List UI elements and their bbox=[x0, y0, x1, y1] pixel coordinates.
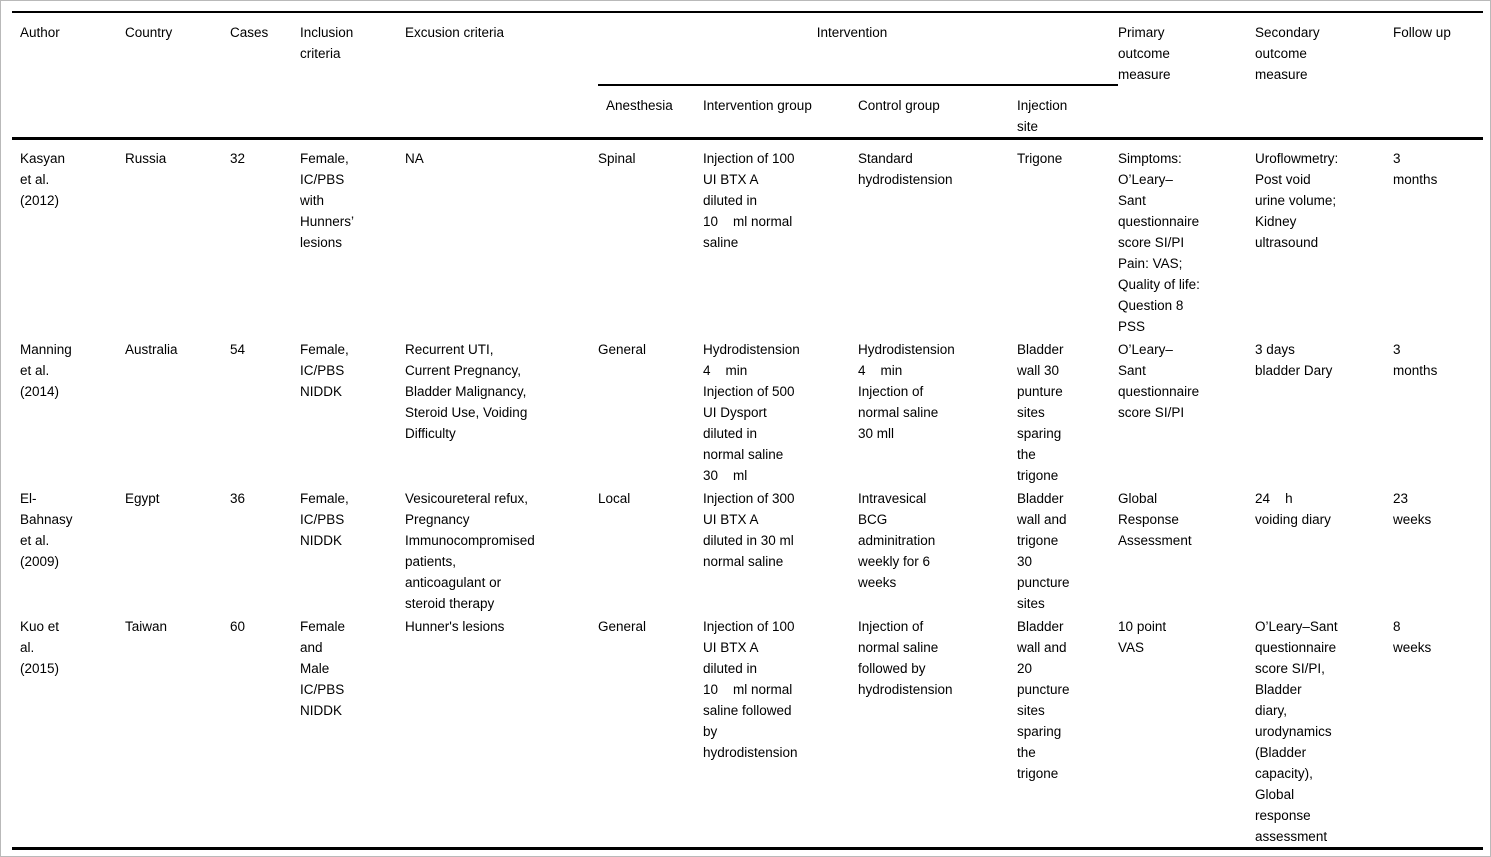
header-follow-up: Follow up bbox=[1393, 25, 1451, 40]
cell-injection-site: Trigone bbox=[1017, 151, 1063, 166]
cell-exclusion: NA bbox=[405, 151, 424, 166]
cell-follow-up: 3 months bbox=[1393, 342, 1438, 378]
cell-cases: 32 bbox=[230, 151, 246, 166]
cell-author: Kasyan et al. (2012) bbox=[20, 151, 66, 208]
cell-primary-outcome: Simptoms: O’Leary– Sant questionnaire sc… bbox=[1118, 151, 1200, 334]
header-country: Country bbox=[125, 25, 173, 40]
header-intervention-group-span: Intervention bbox=[598, 12, 1119, 86]
cell-country: Egypt bbox=[125, 491, 160, 506]
cell-secondary-outcome: O’Leary–Sant questionnaire score SI/PI, … bbox=[1255, 619, 1338, 844]
cell-author: El- Bahnasy et al. (2009) bbox=[20, 491, 73, 569]
cell-intervention-group: Injection of 100 UI BTX A diluted in 10 … bbox=[703, 151, 795, 250]
cell-follow-up: 23 weeks bbox=[1393, 491, 1432, 527]
cell-injection-site: Bladder wall and trigone 30 puncture sit… bbox=[1017, 491, 1070, 611]
cell-inclusion: Female, IC/PBS with Hunners’ lesions bbox=[300, 151, 355, 250]
cell-control-group: Hydrodistension 4 min Injection of norma… bbox=[858, 342, 955, 441]
cell-injection-site: Bladder wall and 20 puncture sites spari… bbox=[1017, 619, 1070, 781]
cell-inclusion: Female, IC/PBS NIDDK bbox=[300, 342, 349, 399]
cell-anesthesia: Spinal bbox=[598, 151, 636, 166]
cell-exclusion: Recurrent UTI, Current Pregnancy, Bladde… bbox=[405, 342, 528, 441]
cell-primary-outcome: O’Leary– Sant questionnaire score SI/PI bbox=[1118, 342, 1200, 420]
cell-primary-outcome: 10 point VAS bbox=[1118, 619, 1167, 655]
header-control-group: Control group bbox=[858, 98, 940, 113]
header-inclusion-criteria: Inclusion criteria bbox=[300, 25, 354, 61]
cell-country: Taiwan bbox=[125, 619, 168, 634]
header-author: Author bbox=[20, 25, 60, 40]
cell-follow-up: 8 weeks bbox=[1393, 619, 1432, 655]
cell-follow-up: 3 months bbox=[1393, 151, 1438, 187]
cell-country: Australia bbox=[125, 342, 178, 357]
header-primary-outcome: Primary outcome measure bbox=[1118, 25, 1171, 82]
study-row-manning: Manning et al. (2014) Australia 54 Femal… bbox=[12, 337, 1483, 486]
header-cases: Cases bbox=[230, 25, 269, 40]
header-anesthesia: Anesthesia bbox=[606, 98, 673, 113]
cell-control-group: Standard hydrodistension bbox=[858, 151, 953, 187]
cell-intervention-group: Hydrodistension 4 min Injection of 500 U… bbox=[703, 342, 800, 483]
cell-inclusion: Female, IC/PBS NIDDK bbox=[300, 491, 349, 548]
header-exclusion-criteria: Excusion criteria bbox=[405, 25, 505, 40]
cell-anesthesia: General bbox=[598, 619, 647, 634]
cell-inclusion: Female and Male IC/PBS NIDDK bbox=[300, 619, 346, 718]
header-intervention-group: Intervention group bbox=[703, 98, 812, 113]
cell-control-group: Intravesical BCG adminitration weekly fo… bbox=[858, 491, 936, 590]
header-injection-site: Injection site bbox=[1017, 98, 1068, 134]
cell-anesthesia: Local bbox=[598, 491, 631, 506]
cell-cases: 54 bbox=[230, 342, 246, 357]
header-row-top: Author Country Cases Inclusion criteria … bbox=[12, 12, 1483, 86]
cell-cases: 60 bbox=[230, 619, 246, 634]
cell-exclusion: Hunner's lesions bbox=[405, 619, 505, 634]
cell-author: Kuo et al. (2015) bbox=[20, 619, 60, 676]
cell-secondary-outcome: Uroflowmetry: Post void urine volume; Ki… bbox=[1255, 151, 1339, 250]
table-header: Author Country Cases Inclusion criteria … bbox=[12, 12, 1484, 139]
cell-secondary-outcome: 3 days bladder Dary bbox=[1255, 342, 1333, 378]
cell-cases: 36 bbox=[230, 491, 246, 506]
cell-primary-outcome: Global Response Assessment bbox=[1118, 491, 1192, 548]
studies-table: Author Country Cases Inclusion criteria … bbox=[12, 11, 1484, 850]
study-row-kuo: Kuo et al. (2015) Taiwan 60 Female and M… bbox=[12, 614, 1483, 849]
cell-injection-site: Bladder wall 30 punture sites sparing th… bbox=[1017, 342, 1064, 483]
cell-control-group: Injection of normal saline followed by h… bbox=[858, 619, 953, 697]
cell-author: Manning et al. (2014) bbox=[20, 342, 72, 399]
study-row-el-bahnasy: El- Bahnasy et al. (2009) Egypt 36 Femal… bbox=[12, 486, 1483, 614]
cell-country: Russia bbox=[125, 151, 167, 166]
header-row-sub: Anesthesia Intervention group Control gr… bbox=[12, 85, 1483, 139]
header-secondary-outcome: Secondary outcome measure bbox=[1255, 25, 1320, 82]
cell-intervention-group: Injection of 100 UI BTX A diluted in 10 … bbox=[703, 619, 798, 760]
study-row-kasyan: Kasyan et al. (2012) Russia 32 Female, I… bbox=[12, 139, 1483, 338]
table-body: Kasyan et al. (2012) Russia 32 Female, I… bbox=[12, 139, 1483, 849]
cell-exclusion: Vesicoureteral refux, Pregnancy Immunoco… bbox=[405, 491, 535, 611]
cell-anesthesia: General bbox=[598, 342, 647, 357]
cell-intervention-group: Injection of 300 UI BTX A diluted in 30 … bbox=[703, 491, 795, 569]
cell-secondary-outcome: 24 h voiding diary bbox=[1255, 491, 1331, 527]
